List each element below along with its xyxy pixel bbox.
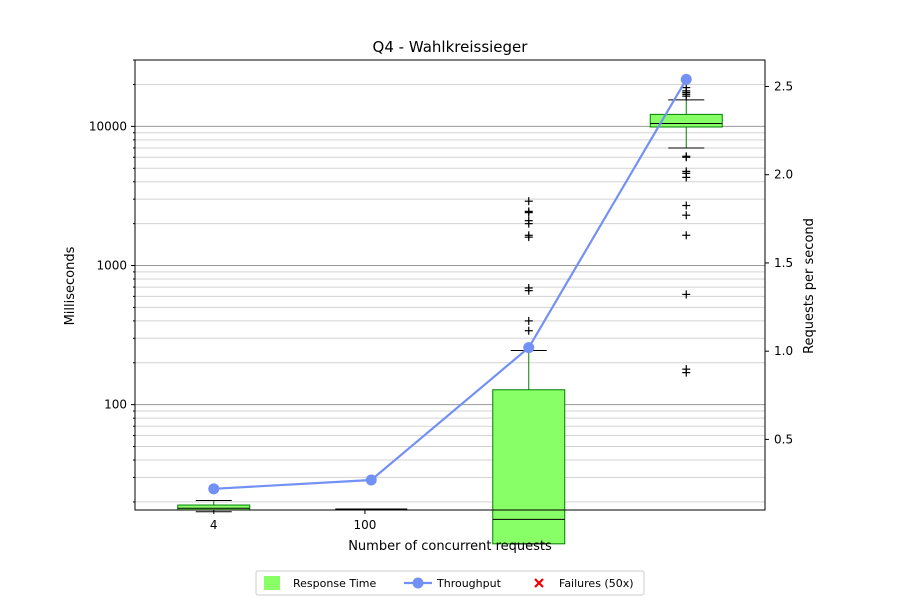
y-left-tick-label: 1000 [96, 259, 127, 273]
outlier-marker [682, 152, 691, 161]
legend: Response Time Throughput Failures (50x) [255, 570, 645, 596]
legend-label-throughput: Throughput [436, 577, 502, 590]
legend-label-response-time: Response Time [293, 577, 376, 590]
throughput-point [208, 483, 220, 495]
y-right-tick-label: 2.0 [774, 168, 793, 182]
legend-label-failures: Failures (50x) [559, 577, 634, 590]
outlier-marker [682, 167, 691, 176]
box-plot [492, 197, 566, 545]
outlier-marker [682, 231, 691, 240]
box [177, 504, 251, 511]
outlier-marker [524, 283, 533, 292]
legend-marker-swatch [412, 577, 424, 589]
axes: 100 1000 10000 0.5 1.0 1.5 2.0 2.5 4 100 [89, 59, 793, 532]
x-tick-label: 4 [210, 518, 218, 532]
grid [135, 59, 765, 503]
x-axis-label: Number of concurrent requests [348, 539, 552, 554]
y-left-tick-label: 100 [104, 398, 127, 412]
outlier-marker [682, 290, 691, 299]
throughput-line [213, 78, 688, 490]
outlier-marker [682, 211, 691, 220]
outlier-marker [524, 326, 533, 335]
outlier-marker [682, 365, 691, 374]
y-left-tick-label: 10000 [89, 119, 127, 133]
throughput-series [208, 73, 692, 495]
throughput-point [523, 342, 535, 354]
y-right-tick-label: 1.0 [774, 344, 793, 358]
outlier-marker [682, 201, 691, 210]
throughput-point [680, 73, 692, 85]
outlier-marker [524, 231, 533, 240]
y-right-tick-label: 0.5 [774, 432, 793, 446]
box [492, 389, 566, 545]
outlier-marker [524, 316, 533, 325]
box-plot [649, 83, 723, 377]
throughput-point [365, 474, 377, 486]
y-axis-right-label: Requests per second [802, 218, 817, 354]
outlier-marker [524, 216, 533, 225]
outlier-marker [524, 197, 533, 206]
y-right-tick-label: 2.5 [774, 79, 793, 93]
chart-title: Q4 - Wahlkreissieger [373, 38, 529, 56]
outlier-marker [524, 207, 533, 216]
box-plots [177, 83, 723, 545]
plot-frame [134, 59, 766, 511]
legend-cross-icon [534, 578, 544, 588]
legend-box-swatch [264, 576, 280, 590]
y-axis-left-label: Milliseconds [63, 246, 78, 325]
legend-frame [255, 570, 645, 596]
x-tick-label: 100 [353, 518, 376, 532]
y-right-tick-label: 1.5 [774, 256, 793, 270]
outlier-marker [682, 83, 691, 92]
